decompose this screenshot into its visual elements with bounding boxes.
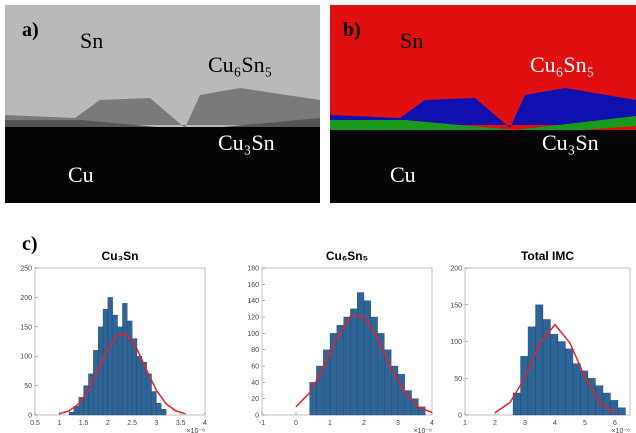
y-tick-label: 200 xyxy=(450,266,462,273)
region-label: Cu xyxy=(390,162,416,187)
y-tick-label: 0 xyxy=(255,413,259,420)
x-tick-label: 2 xyxy=(362,420,366,427)
x-tick-label: 3.5 xyxy=(176,420,186,427)
bar xyxy=(68,411,75,416)
y-tick-label: 80 xyxy=(251,347,259,354)
y-tick-label: 250 xyxy=(20,266,32,273)
bar xyxy=(336,325,344,416)
panel-label: b) xyxy=(343,19,361,41)
chart-title: Cu₆Sn₅ xyxy=(326,249,368,263)
bar xyxy=(397,374,405,416)
y-tick-label: 150 xyxy=(20,324,32,331)
y-tick-label: 180 xyxy=(247,266,259,273)
bar xyxy=(161,408,167,416)
bar xyxy=(83,385,89,416)
chart-title: Total IMC xyxy=(521,249,574,263)
bar xyxy=(117,326,123,416)
x-tick-label: 1 xyxy=(57,420,61,427)
y-tick-label: 0 xyxy=(28,413,32,420)
bar xyxy=(550,333,559,416)
y-tick-label: 140 xyxy=(247,298,259,305)
chart-title: Cu₃Sn xyxy=(102,249,139,263)
bar xyxy=(122,303,128,416)
bar xyxy=(357,292,365,416)
x-tick-label: 4 xyxy=(553,420,557,427)
x-multiplier: ×10⁻⁶ xyxy=(612,428,631,433)
y-tick-label: 50 xyxy=(24,383,32,390)
bar xyxy=(343,316,351,416)
region-label: Sn xyxy=(80,28,103,53)
panel-label: c) xyxy=(22,233,38,255)
bar xyxy=(131,338,138,416)
bar xyxy=(527,326,536,416)
y-tick-label: 100 xyxy=(450,339,462,346)
region-label: Cu₆Sn₅ xyxy=(208,52,272,77)
x-tick-label: 3 xyxy=(154,420,158,427)
bar xyxy=(136,356,143,416)
x-tick-label: 1 xyxy=(328,420,332,427)
bar xyxy=(520,356,529,416)
region-label: Sn xyxy=(400,28,423,53)
x-tick-label: 5 xyxy=(583,420,587,427)
x-tick-label: 4 xyxy=(203,420,207,427)
x-multiplier: ×10⁻⁶ xyxy=(414,428,433,433)
x-tick-label: 0 xyxy=(294,420,298,427)
cu-substrate xyxy=(330,130,636,203)
bar xyxy=(602,392,611,416)
y-tick-label: 0 xyxy=(458,413,462,420)
y-tick-label: 20 xyxy=(251,396,259,403)
bar xyxy=(97,326,104,416)
x-tick-label: 3 xyxy=(396,420,400,427)
bar xyxy=(102,309,109,416)
y-tick-label: 100 xyxy=(20,354,32,361)
bar xyxy=(151,391,157,416)
x-tick-label: 2 xyxy=(493,420,497,427)
bar xyxy=(112,314,118,416)
x-tick-label: 1 xyxy=(463,420,467,427)
bar xyxy=(107,297,113,416)
y-tick-label: 120 xyxy=(247,315,259,322)
x-tick-label: -1 xyxy=(259,420,265,427)
x-tick-label: 6 xyxy=(613,420,617,427)
cu-substrate xyxy=(5,127,320,203)
region-label: Cu₃Sn xyxy=(218,130,275,155)
fit-curve xyxy=(59,333,186,415)
y-tick-label: 160 xyxy=(247,282,259,289)
panel-label: a) xyxy=(22,19,39,41)
x-multiplier: ×10⁻⁶ xyxy=(187,428,206,433)
bar xyxy=(572,363,581,416)
fit-curve xyxy=(295,315,433,414)
x-tick-label: 0.5 xyxy=(30,420,40,427)
bar xyxy=(88,373,94,416)
cu6sn5-layer xyxy=(5,88,320,128)
region-label: Cu₆Sn₅ xyxy=(530,52,594,77)
bar xyxy=(565,348,574,416)
bar xyxy=(535,304,544,416)
x-tick-label: 3 xyxy=(523,420,527,427)
y-tick-label: 200 xyxy=(20,295,32,302)
y-tick-label: 150 xyxy=(450,302,462,309)
region-label: Cu xyxy=(68,162,94,187)
bar xyxy=(156,403,162,416)
bar xyxy=(93,350,99,416)
x-tick-label: 1.5 xyxy=(79,420,89,427)
x-tick-label: 2 xyxy=(106,420,110,427)
x-tick-label: 4 xyxy=(430,420,434,427)
y-tick-label: 100 xyxy=(247,331,259,338)
y-tick-label: 60 xyxy=(251,364,259,371)
bar xyxy=(418,406,426,416)
x-tick-label: 2.5 xyxy=(127,420,137,427)
region-label: Cu₃Sn xyxy=(542,130,599,155)
cu6sn5-layer xyxy=(330,88,636,128)
fit-curve xyxy=(494,323,616,414)
y-tick-label: 40 xyxy=(251,380,259,387)
bar xyxy=(557,341,566,416)
bar xyxy=(617,407,626,416)
bar xyxy=(350,308,358,416)
y-tick-label: 50 xyxy=(454,376,462,383)
